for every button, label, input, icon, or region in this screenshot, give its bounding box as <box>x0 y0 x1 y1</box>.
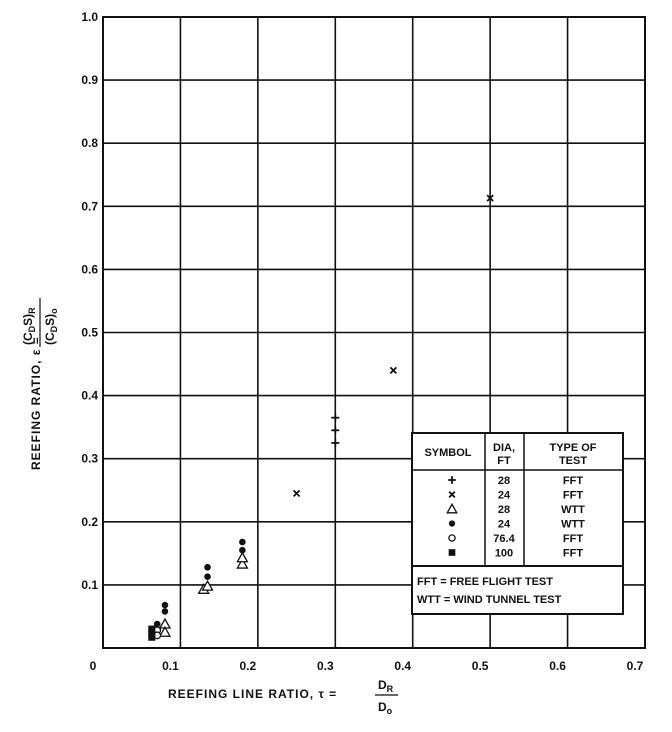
legend-header-test: TEST <box>559 455 587 467</box>
legend-header-dia: DIA, <box>493 442 515 454</box>
data-point-cross <box>486 194 494 202</box>
plot-frame <box>102 16 646 649</box>
data-point-cross <box>389 366 397 374</box>
x-axis-title: REEFING LINE RATIO, τ = DR Do <box>168 678 398 716</box>
y-tick-label: 0.6 <box>81 262 98 276</box>
y-tick-label: 0.8 <box>81 136 98 150</box>
data-point-filled-circle <box>161 601 169 609</box>
legend-row: 76.4 FFT <box>448 533 583 545</box>
legend-note-fft: FFT = FREE FLIGHT TEST <box>417 576 553 588</box>
y-axis-label: REEFING RATIO, ε = <box>29 336 43 470</box>
legend-dia: 28 <box>498 504 510 516</box>
legend-type: FFT <box>563 490 583 502</box>
data-point-filled-circle <box>239 546 246 554</box>
legend-dia: 24 <box>498 519 511 531</box>
data-point-filled-circle <box>239 538 246 546</box>
legend-row: 100 FFT <box>448 548 583 560</box>
svg-text:(CDS)o: (CDS)o <box>43 308 59 345</box>
legend-dia: 100 <box>495 548 513 560</box>
y-axis-fraction: (CDS)R (CDS)o <box>21 298 59 347</box>
data-point-plus <box>331 426 340 435</box>
legend-row: 28 WTT <box>446 502 585 516</box>
legend-header-type: TYPE OF <box>549 442 596 454</box>
y-tick-labels: 0.1 0.2 0.3 0.4 0.5 0.6 0.7 0.8 0.9 1.0 <box>81 10 98 592</box>
svg-text:DR: DR <box>378 678 394 694</box>
y-tick-label: 0.1 <box>81 578 98 592</box>
y-axis-title: REEFING RATIO, ε = (CDS)R (CDS)o <box>21 298 59 470</box>
data-point-filled-circle <box>204 563 211 571</box>
x-frac-denominator: D <box>378 700 387 714</box>
legend-type: WTT <box>561 519 585 531</box>
data-point-triangle <box>236 557 249 569</box>
data-point-filled-circle <box>161 608 169 615</box>
data-point-triangle <box>158 625 172 637</box>
y-tick-label: 0.5 <box>81 326 98 340</box>
x-frac-numerator: D <box>378 678 387 692</box>
legend-note-wtt: WTT = WIND TUNNEL TEST <box>417 594 562 606</box>
legend-dia: 24 <box>498 490 511 502</box>
x-tick-label: 0.6 <box>549 659 566 673</box>
x-tick-label: 0.4 <box>394 659 411 673</box>
legend-type: WTT <box>561 504 585 516</box>
data-point-filled-circle <box>204 573 211 580</box>
x-axis-fraction: DR Do <box>375 678 398 716</box>
legend-rows: 28 FFT 24 FFT 28 WTT 24 WTT 76.4 FFT 100 FFT <box>446 475 585 560</box>
y-tick-label: 0.4 <box>81 389 98 403</box>
y-tick-label: 0.9 <box>81 73 98 87</box>
legend-dia: 76.4 <box>493 533 515 545</box>
x-tick-label: 0 <box>90 659 97 673</box>
data-point-plus <box>331 413 340 422</box>
data-point-triangle <box>236 551 249 563</box>
legend-row: 24 WTT <box>448 519 585 531</box>
x-axis-label: REEFING LINE RATIO, τ = <box>168 687 337 701</box>
marker-triangle <box>446 502 458 514</box>
data-point-triangle <box>201 579 214 591</box>
data-point-filled-circle <box>153 620 161 628</box>
data-points <box>148 194 494 641</box>
svg-text:(CDS)R: (CDS)R <box>21 307 37 345</box>
legend-row: 24 FFT <box>448 490 583 502</box>
marker-plus <box>448 476 456 484</box>
legend-dia: 28 <box>498 475 510 487</box>
x-tick-label: 0.3 <box>317 659 334 673</box>
y-tick-label: 0.2 <box>81 515 98 529</box>
legend-type: FFT <box>563 475 583 487</box>
y-tick-label: 1.0 <box>81 10 98 24</box>
data-point-filled-square <box>148 625 156 633</box>
legend-type: FFT <box>563 533 583 545</box>
legend-row: 28 FFT <box>448 475 583 487</box>
x-tick-label: 0.1 <box>162 659 179 673</box>
legend-header-symbol: SYMBOL <box>424 447 471 459</box>
data-point-cross <box>292 489 301 498</box>
data-point-filled-square <box>148 633 156 641</box>
svg-text:Do: Do <box>378 700 393 716</box>
x-tick-label: 0.2 <box>240 659 257 673</box>
x-frac-numerator-sub: R <box>387 684 394 694</box>
y-tick-label: 0.7 <box>81 199 98 213</box>
x-frac-denominator-sub: o <box>387 706 393 716</box>
y-tick-label: 0.3 <box>81 452 98 466</box>
marker-filled-circle <box>448 520 456 527</box>
data-point-plus <box>331 438 340 447</box>
plot-grid <box>103 17 645 648</box>
marker-cross <box>448 491 456 498</box>
x-tick-labels: 0 0.1 0.2 0.3 0.4 0.5 0.6 0.7 <box>90 659 644 673</box>
marker-open-circle <box>448 534 456 542</box>
legend-header-ft: FT <box>497 455 511 467</box>
data-point-filled-square <box>148 629 156 637</box>
x-tick-label: 0.5 <box>472 659 489 673</box>
x-tick-label: 0.7 <box>627 659 644 673</box>
marker-filled-square <box>448 549 456 556</box>
legend-type: FFT <box>563 548 583 560</box>
